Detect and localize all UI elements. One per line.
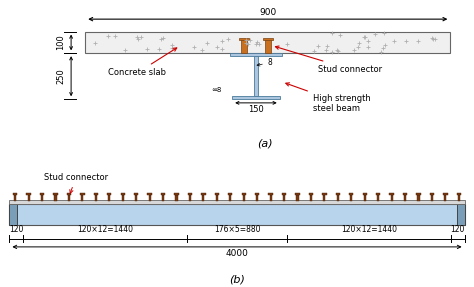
Bar bbox=[122, 195, 124, 201]
Text: Concrete slab: Concrete slab bbox=[109, 48, 177, 77]
Bar bbox=[54, 193, 58, 195]
Bar bbox=[458, 195, 460, 201]
Bar bbox=[41, 195, 43, 201]
Bar bbox=[40, 193, 44, 195]
Bar bbox=[232, 96, 280, 99]
Bar bbox=[390, 193, 394, 195]
Text: 8: 8 bbox=[257, 58, 273, 67]
Text: 4000: 4000 bbox=[226, 249, 248, 258]
Bar bbox=[174, 193, 179, 195]
Bar bbox=[230, 53, 282, 56]
Bar bbox=[270, 195, 272, 201]
Bar bbox=[403, 193, 407, 195]
Bar bbox=[283, 195, 285, 201]
Bar bbox=[295, 193, 300, 195]
Bar bbox=[27, 195, 30, 201]
Text: Stud connector: Stud connector bbox=[275, 46, 382, 73]
Bar bbox=[264, 39, 271, 53]
Bar bbox=[256, 195, 258, 201]
Bar bbox=[457, 204, 465, 225]
Bar bbox=[443, 193, 447, 195]
Bar bbox=[296, 195, 299, 201]
Bar bbox=[323, 195, 326, 201]
Text: 120×12=1440: 120×12=1440 bbox=[341, 225, 397, 234]
Bar bbox=[9, 204, 17, 225]
Bar bbox=[418, 195, 419, 201]
Text: 176×5=880: 176×5=880 bbox=[214, 225, 260, 234]
Bar bbox=[376, 193, 380, 195]
Bar bbox=[80, 193, 84, 195]
Bar bbox=[310, 195, 312, 201]
Bar bbox=[404, 195, 406, 201]
Bar bbox=[416, 193, 420, 195]
Bar bbox=[95, 195, 97, 201]
Bar bbox=[444, 195, 447, 201]
Bar bbox=[243, 195, 245, 201]
Bar bbox=[135, 195, 137, 201]
Bar bbox=[431, 195, 433, 201]
Text: (a): (a) bbox=[258, 138, 273, 148]
Text: (b): (b) bbox=[229, 275, 245, 285]
Bar bbox=[349, 193, 354, 195]
Bar bbox=[189, 195, 191, 201]
Bar bbox=[55, 195, 56, 201]
Bar bbox=[336, 193, 340, 195]
Bar bbox=[242, 193, 246, 195]
Bar bbox=[94, 193, 98, 195]
Bar bbox=[228, 193, 232, 195]
Bar bbox=[282, 193, 286, 195]
Bar bbox=[162, 195, 164, 201]
Bar bbox=[309, 193, 313, 195]
Bar bbox=[108, 195, 110, 201]
Text: High strength
steel beam: High strength steel beam bbox=[286, 83, 371, 113]
Bar bbox=[202, 195, 204, 201]
Bar bbox=[107, 193, 111, 195]
Text: 120×12=1440: 120×12=1440 bbox=[77, 225, 133, 234]
Bar bbox=[229, 195, 231, 201]
Bar bbox=[263, 38, 273, 40]
Bar bbox=[13, 193, 17, 195]
Text: 250: 250 bbox=[56, 68, 65, 84]
Bar bbox=[134, 193, 138, 195]
Bar bbox=[27, 193, 31, 195]
Bar bbox=[14, 195, 16, 201]
Text: 100: 100 bbox=[56, 34, 65, 50]
Text: 150: 150 bbox=[248, 105, 264, 114]
Bar bbox=[67, 193, 71, 195]
Bar bbox=[457, 193, 461, 195]
Bar bbox=[337, 195, 339, 201]
Text: ∞8: ∞8 bbox=[211, 87, 222, 93]
Bar bbox=[82, 195, 83, 201]
Bar bbox=[175, 195, 178, 201]
Bar bbox=[85, 32, 450, 53]
Text: 120: 120 bbox=[450, 225, 465, 234]
Bar bbox=[9, 204, 465, 225]
Bar bbox=[391, 195, 392, 201]
Bar bbox=[364, 195, 366, 201]
Bar bbox=[350, 195, 352, 201]
Text: 120: 120 bbox=[9, 225, 24, 234]
Bar bbox=[148, 195, 151, 201]
Bar bbox=[68, 195, 70, 201]
Bar bbox=[377, 195, 379, 201]
Bar bbox=[255, 193, 259, 195]
Bar bbox=[254, 56, 258, 96]
Text: 900: 900 bbox=[259, 8, 276, 17]
Bar bbox=[430, 193, 434, 195]
Bar bbox=[241, 39, 247, 53]
Bar bbox=[147, 193, 152, 195]
Bar bbox=[216, 195, 218, 201]
Bar bbox=[201, 193, 206, 195]
Bar bbox=[215, 193, 219, 195]
Bar bbox=[322, 193, 327, 195]
Bar bbox=[9, 200, 465, 204]
Bar bbox=[239, 38, 249, 40]
Text: Stud connector: Stud connector bbox=[44, 173, 108, 193]
Bar bbox=[120, 193, 125, 195]
Bar bbox=[161, 193, 165, 195]
Bar bbox=[268, 193, 273, 195]
Bar bbox=[188, 193, 192, 195]
Bar bbox=[363, 193, 367, 195]
